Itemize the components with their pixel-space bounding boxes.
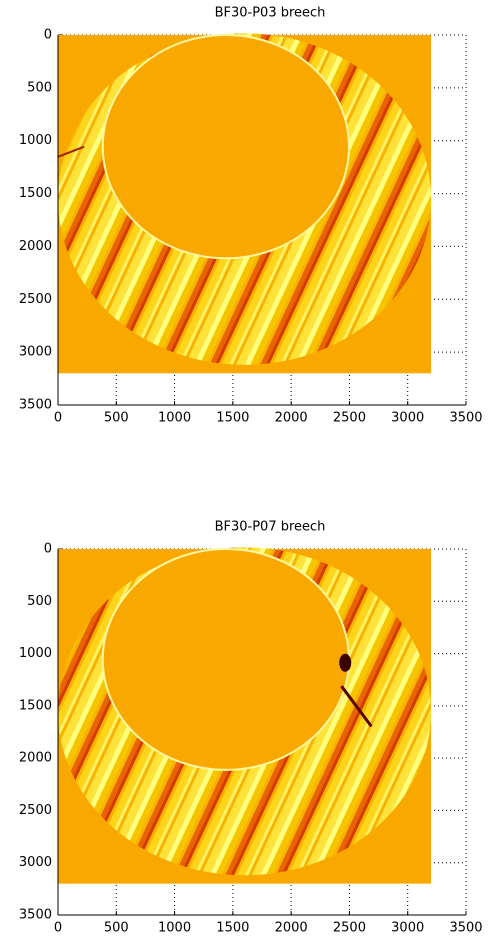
x-tick-label: 0 xyxy=(54,921,62,936)
image-defect xyxy=(340,685,373,728)
image-ring xyxy=(58,547,432,876)
x-tick-label: 2500 xyxy=(333,921,366,936)
chart-title: BF30-P03 breech xyxy=(215,6,326,21)
chart-title: BF30-P07 breech xyxy=(215,520,326,535)
y-tick-label: 500 xyxy=(27,594,52,609)
y-tick-label: 2500 xyxy=(19,803,52,818)
image-ring xyxy=(58,33,432,365)
y-tick-label: 2000 xyxy=(19,239,52,254)
x-tick-label: 500 xyxy=(104,921,129,936)
y-tick-label: 1000 xyxy=(19,646,52,661)
y-tick-label: 3000 xyxy=(19,855,52,870)
y-tick-label: 3500 xyxy=(19,908,52,923)
y-tick-label: 3500 xyxy=(19,398,52,413)
y-tick-label: 1500 xyxy=(19,698,52,713)
x-tick-label: 2500 xyxy=(333,411,366,426)
x-tick-label: 2000 xyxy=(275,921,308,936)
y-tick-label: 500 xyxy=(27,80,52,95)
x-tick-label: 3000 xyxy=(391,921,424,936)
x-tick-label: 3500 xyxy=(449,921,482,936)
x-tick-label: 1500 xyxy=(216,411,249,426)
x-tick-label: 1000 xyxy=(158,411,191,426)
x-tick-label: 1000 xyxy=(158,921,191,936)
image-ring-edge xyxy=(101,34,350,260)
y-tick-label: 1000 xyxy=(19,133,52,148)
x-tick-label: 3500 xyxy=(449,411,482,426)
y-tick-label: 2000 xyxy=(19,751,52,766)
y-tick-label: 1500 xyxy=(19,186,52,201)
image-scratch xyxy=(57,145,85,158)
y-tick-label: 2500 xyxy=(19,292,52,307)
y-tick-label: 3000 xyxy=(19,345,52,360)
x-tick-label: 3000 xyxy=(391,411,424,426)
x-tick-label: 2000 xyxy=(275,411,308,426)
y-tick-label: 0 xyxy=(44,28,52,43)
x-tick-label: 1500 xyxy=(216,921,249,936)
y-tick-label: 0 xyxy=(44,542,52,557)
x-tick-label: 0 xyxy=(54,411,62,426)
image-defect xyxy=(339,653,352,672)
x-tick-label: 500 xyxy=(104,411,129,426)
